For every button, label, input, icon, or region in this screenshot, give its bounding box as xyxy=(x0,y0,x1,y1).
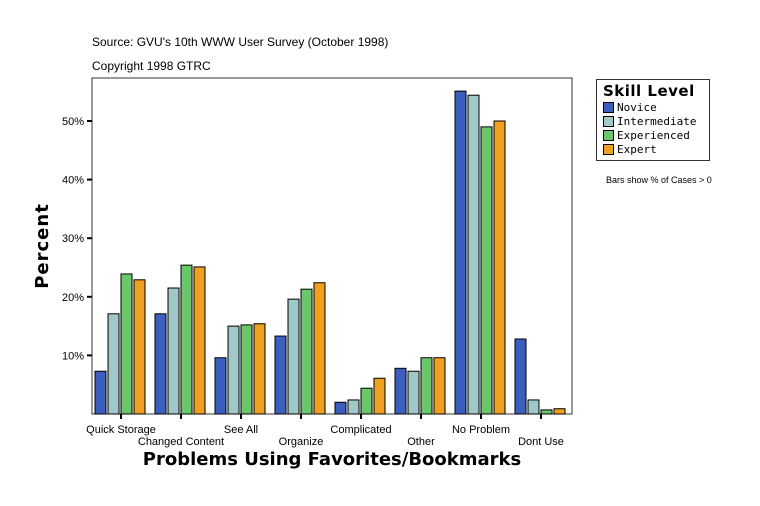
bar-intermediate-5 xyxy=(407,370,420,415)
legend: Skill Level Novice Intermediate Experience… xyxy=(596,79,710,161)
bar-experienced-3 xyxy=(300,288,313,415)
y-axis-label: Percent xyxy=(32,203,53,289)
legend-label: Novice xyxy=(617,100,657,114)
x-tick-label: Quick Storage xyxy=(86,424,156,436)
bar-expert-4 xyxy=(373,377,386,415)
bar-novice-1 xyxy=(154,313,167,415)
bar-expert-2 xyxy=(253,323,266,415)
x-tick-label: Dont Use xyxy=(518,436,564,448)
bar-expert-6 xyxy=(493,120,506,415)
legend-item: Novice xyxy=(603,100,709,114)
bar-intermediate-1 xyxy=(167,287,180,415)
bar-novice-6 xyxy=(454,90,467,415)
bar-experienced-5 xyxy=(420,357,433,415)
bar-expert-1 xyxy=(193,266,206,415)
y-tick-label: 40% xyxy=(62,175,84,187)
bar-expert-7 xyxy=(553,408,566,415)
legend-item: Expert xyxy=(603,142,709,156)
bar-experienced-2 xyxy=(240,324,253,415)
legend-swatch xyxy=(603,143,614,155)
legend-swatch xyxy=(603,101,614,113)
bar-experienced-0 xyxy=(120,273,133,415)
x-tick-label: No Problem xyxy=(452,424,510,436)
bar-intermediate-4 xyxy=(347,399,360,415)
legend-label: Experienced xyxy=(617,128,690,142)
x-tick-label: Changed Content xyxy=(138,436,224,448)
bar-novice-5 xyxy=(394,367,407,415)
y-tick-label: 50% xyxy=(62,116,84,128)
bar-experienced-1 xyxy=(180,264,193,415)
legend-item: Intermediate xyxy=(603,114,709,128)
x-tick-label: Other xyxy=(407,436,435,448)
bar-expert-5 xyxy=(433,357,446,415)
source-text: Source: GVU's 10th WWW User Survey (Octo… xyxy=(92,35,389,49)
plot-frame xyxy=(91,77,573,415)
y-tick-label: 10% xyxy=(62,350,84,362)
copyright-text: Copyright 1998 GTRC xyxy=(92,59,211,73)
legend-label: Intermediate xyxy=(617,114,697,128)
bar-expert-0 xyxy=(133,279,146,415)
x-tick-label: Organize xyxy=(279,436,324,448)
bar-intermediate-0 xyxy=(107,313,120,415)
note-text: Bars show % of Cases > 0 xyxy=(606,175,712,185)
bar-intermediate-3 xyxy=(287,298,300,415)
legend-label: Expert xyxy=(617,142,657,156)
bar-expert-3 xyxy=(313,282,326,415)
bar-novice-4 xyxy=(334,401,347,415)
legend-item: Experienced xyxy=(603,128,709,142)
bar-novice-0 xyxy=(94,370,107,415)
bar-experienced-6 xyxy=(480,126,493,415)
bar-experienced-4 xyxy=(360,387,373,415)
y-tick-label: 20% xyxy=(62,292,84,304)
legend-swatch xyxy=(603,115,614,127)
bar-intermediate-6 xyxy=(467,94,480,415)
bar-novice-2 xyxy=(214,357,227,415)
bar-intermediate-2 xyxy=(227,325,240,415)
x-tick-label: See All xyxy=(224,424,258,436)
bar-novice-7 xyxy=(514,338,527,415)
x-tick-label: Complicated xyxy=(330,424,391,436)
legend-swatch xyxy=(603,129,614,141)
bar-novice-3 xyxy=(274,335,287,415)
x-axis-label: Problems Using Favorites/Bookmarks xyxy=(143,449,521,470)
y-tick-label: 30% xyxy=(62,233,84,245)
bar-intermediate-7 xyxy=(527,399,540,415)
bar-experienced-7 xyxy=(540,409,553,415)
legend-title: Skill Level xyxy=(603,82,695,100)
